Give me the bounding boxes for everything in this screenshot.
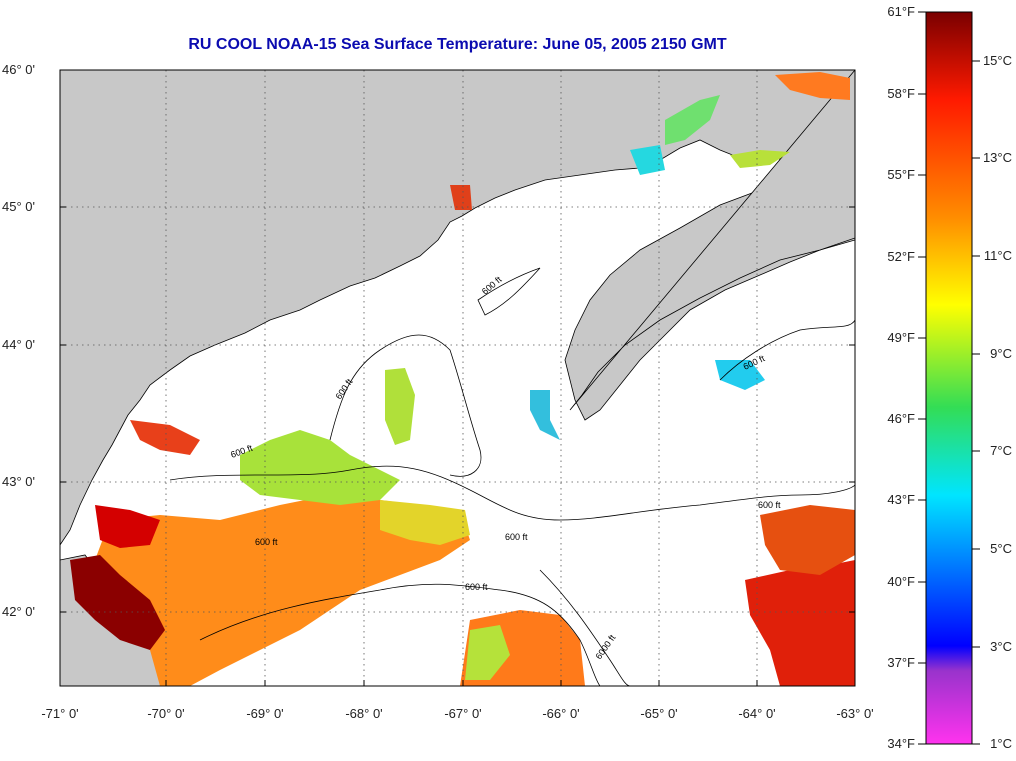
sst-patch-massbay [70, 555, 165, 650]
f-label: 58°F [887, 86, 915, 101]
c-label: 1°C [990, 736, 1012, 751]
lon-label: -67° 0' [444, 706, 481, 721]
map-title: RU COOL NOAA-15 Sea Surface Temperature:… [188, 36, 727, 53]
sst-patch-gom-north [240, 430, 400, 505]
colorbar-ticks [918, 11, 980, 745]
contour-600ft-south [199, 583, 601, 686]
c-label: 5°C [990, 541, 1012, 556]
lon-label: -64° 0' [738, 706, 775, 721]
f-label: 61°F [887, 4, 915, 19]
f-label: 52°F [887, 249, 915, 264]
lat-label: 43° 0' [2, 474, 35, 489]
colorbar-celsius-labels: 15°C 13°C 11°C 9°C 7°C 5°C 3°C 1°C [983, 53, 1012, 751]
contour-600ft-main [169, 465, 855, 521]
c-label: 15°C [983, 53, 1012, 68]
sst-overlay [70, 72, 855, 686]
contour-6000ft [539, 569, 631, 686]
contour-600ft-ns [719, 319, 855, 381]
longitude-labels: -71° 0' -70° 0' -69° 0' -68° 0' -67° 0' … [41, 706, 873, 721]
sst-patch-bay-fundy [665, 95, 720, 145]
f-label: 37°F [887, 655, 915, 670]
bathymetry-contours [169, 267, 855, 686]
sst-patch-minas [630, 145, 665, 175]
contour-label: 600 ft [255, 537, 278, 547]
contour-label: 600 ft [758, 500, 781, 510]
lat-label: 42° 0' [2, 604, 35, 619]
sst-patch-yellow [380, 500, 470, 545]
lat-label: 46° 0' [2, 62, 35, 77]
f-label: 40°F [887, 574, 915, 589]
sst-patch-casco [130, 420, 200, 455]
sst-patch-central [385, 368, 415, 445]
sst-patch-coast [95, 505, 160, 548]
lon-label: -65° 0' [640, 706, 677, 721]
contour-label: 600 ft [505, 532, 528, 542]
f-label: 49°F [887, 330, 915, 345]
lat-label: 45° 0' [2, 199, 35, 214]
lon-label: -63° 0' [836, 706, 873, 721]
lon-label: -66° 0' [542, 706, 579, 721]
sst-patch-ns-cyan [715, 360, 765, 390]
sst-patch-georges-green [465, 625, 510, 680]
sst-patch-minas-basin [730, 150, 790, 168]
sst-patch-ns-south [530, 390, 560, 440]
lat-label: 44° 0' [2, 337, 35, 352]
f-label: 34°F [887, 736, 915, 751]
colorbar: 61°F 58°F 55°F 52°F 49°F 46°F 43°F 40°F … [887, 4, 1012, 751]
contour-600ft-basin [329, 334, 482, 477]
lon-label: -70° 0' [147, 706, 184, 721]
f-label: 55°F [887, 167, 915, 182]
c-label: 7°C [990, 443, 1012, 458]
sst-patch-pei [775, 72, 850, 100]
f-label: 46°F [887, 411, 915, 426]
c-label: 11°C [984, 248, 1012, 263]
graticule [60, 70, 855, 686]
c-label: 13°C [983, 150, 1012, 165]
lon-label: -69° 0' [246, 706, 283, 721]
c-label: 3°C [990, 639, 1012, 654]
sst-patch-east [760, 505, 855, 575]
c-label: 9°C [990, 346, 1012, 361]
sst-patch-southeast [745, 560, 855, 686]
sst-patch-gom-west [95, 495, 470, 686]
map-panel: 600 ft 600 ft 600 ft 600 ft 600 ft 600 f… [2, 62, 874, 721]
contour-label: 600 ft [465, 582, 488, 592]
f-label: 43°F [887, 492, 915, 507]
colorbar-gradient [925, 11, 973, 745]
axis-ticks [59, 69, 856, 686]
lon-label: -71° 0' [41, 706, 78, 721]
contour-600ft-bof [477, 267, 541, 316]
colorbar-fahrenheit-labels: 61°F 58°F 55°F 52°F 49°F 46°F 43°F 40°F … [887, 4, 915, 751]
map-border [59, 69, 856, 687]
latitude-labels: 46° 0' 45° 0' 44° 0' 43° 0' 42° 0' [2, 62, 35, 619]
sst-patch-stjohn [450, 185, 472, 210]
lon-label: -68° 0' [345, 706, 382, 721]
